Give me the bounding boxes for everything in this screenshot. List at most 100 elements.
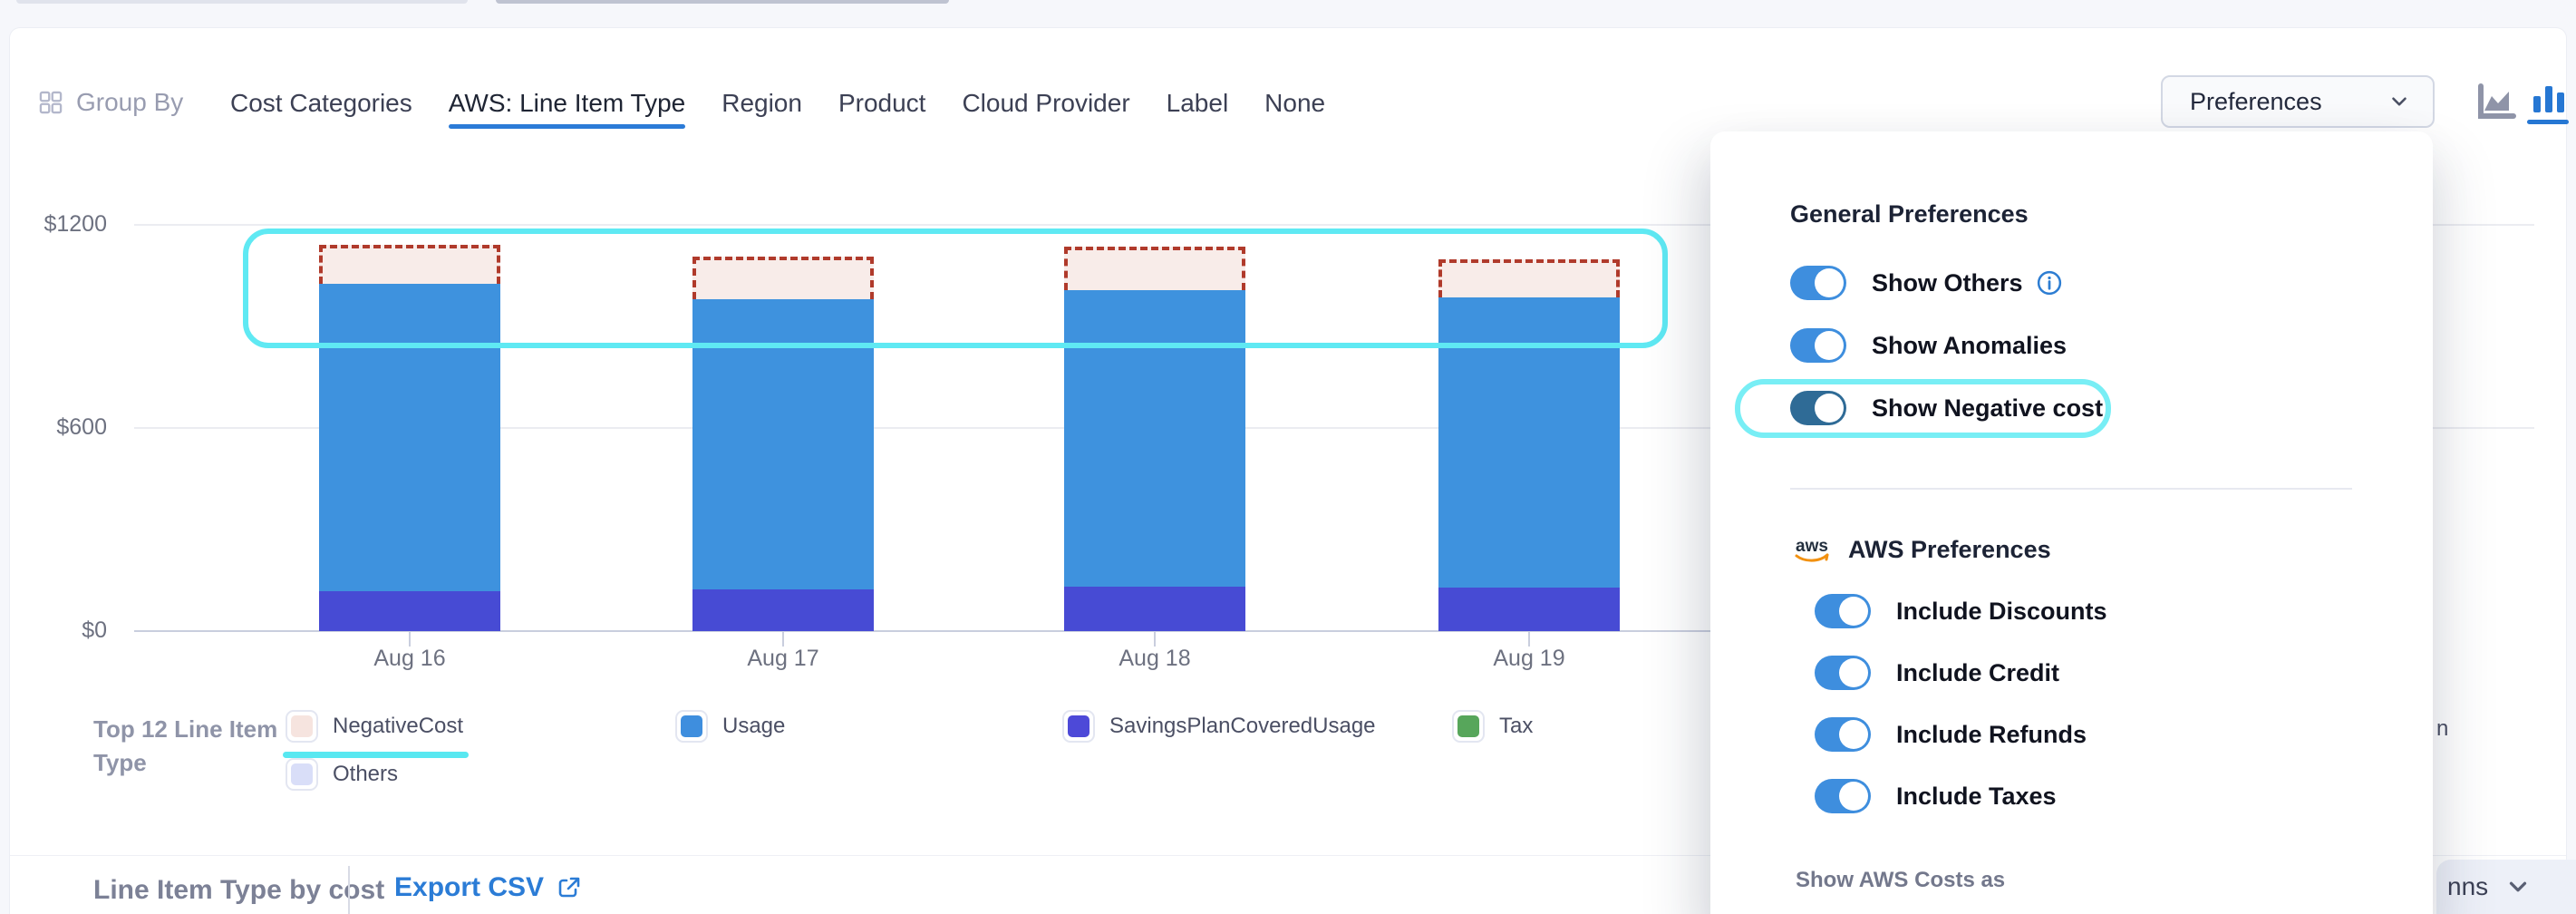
bar-chart-icon — [2533, 86, 2564, 112]
x-axis-tick — [1528, 632, 1530, 647]
legend-swatch-negativecost — [286, 710, 318, 743]
tab-label[interactable]: Label — [1166, 89, 1229, 117]
toggle-knob — [1839, 658, 1868, 687]
area-chart-type-button[interactable] — [2476, 83, 2516, 126]
bar-segment-savingsplancoveredusage[interactable] — [319, 590, 500, 631]
include-discounts-label: Include Discounts — [1896, 597, 2107, 625]
preferences-dropdown-button[interactable]: Preferences — [2161, 75, 2435, 128]
aws-preferences-heading: AWS Preferences — [1848, 535, 2051, 563]
x-axis-label: Aug 18 — [1119, 646, 1191, 671]
x-axis-line — [134, 630, 1867, 632]
columns-dropdown-partially-hidden[interactable]: nns — [2436, 860, 2576, 914]
bar-segment-negativecost[interactable] — [692, 257, 874, 300]
show-others-toggle[interactable] — [1790, 266, 1846, 300]
legend-label-usage: Usage — [722, 714, 786, 738]
legend-item-tax[interactable]: Tax — [1452, 706, 1533, 746]
bar-chart-type-button[interactable] — [2529, 82, 2569, 124]
include-refunds-toggle[interactable] — [1815, 717, 1871, 752]
x-axis-label: Aug 19 — [1493, 646, 1565, 671]
include-discounts-toggle[interactable] — [1815, 594, 1871, 628]
legend-swatch-usage — [675, 710, 708, 743]
include-refunds-row: Include Refunds — [1815, 717, 2433, 752]
gridline-600 — [134, 427, 2534, 429]
bar-segment-negativecost[interactable] — [319, 245, 500, 284]
top-edge-strip-right — [496, 0, 949, 4]
include-taxes-label: Include Taxes — [1896, 782, 2057, 810]
x-axis-tick — [782, 632, 784, 647]
toggle-knob — [1839, 597, 1868, 626]
legend-item-negativecost[interactable]: NegativeCost — [286, 706, 463, 746]
legend-swatch-others — [286, 758, 318, 791]
footer-vertical-divider — [348, 866, 350, 914]
group-by-label-wrap: Group By — [38, 88, 183, 117]
aws-logo-icon: aws — [1795, 537, 1829, 562]
group-by-tabs: Cost Categories AWS: Line Item Type Regi… — [230, 88, 1326, 129]
tab-region[interactable]: Region — [721, 89, 802, 117]
columns-partial-label: nns — [2447, 872, 2489, 900]
info-icon[interactable] — [2036, 269, 2063, 297]
y-axis-tick-0: $0 — [82, 617, 107, 643]
show-others-label-wrap: Show Others — [1872, 269, 2063, 297]
gridline-1200 — [134, 224, 2534, 226]
y-axis-tick-600: $600 — [56, 414, 107, 440]
bar-segment-savingsplancoveredusage[interactable] — [1064, 587, 1245, 631]
chevron-down-icon — [2392, 97, 2407, 106]
include-credit-toggle[interactable] — [1815, 656, 1871, 690]
show-negative-cost-row: Show Negative cost — [1735, 379, 2433, 438]
group-by-label: Group By — [76, 88, 184, 116]
toggle-knob — [1815, 268, 1844, 297]
show-anomalies-label: Show Anomalies — [1872, 331, 2068, 359]
export-csv-link[interactable]: Export CSV — [394, 872, 582, 903]
preferences-panel: General Preferences Show Others Show Ano… — [1710, 131, 2433, 914]
negativecost-legend-underline — [283, 752, 469, 758]
toggle-knob — [1815, 394, 1844, 423]
bar-chart-active-indicator — [2527, 120, 2569, 124]
legend-label-tax: Tax — [1499, 714, 1534, 738]
external-link-icon — [558, 877, 580, 898]
tab-cost-categories[interactable]: Cost Categories — [230, 89, 412, 117]
toggle-knob — [1839, 782, 1868, 811]
legend-label-negativecost: NegativeCost — [333, 714, 464, 738]
include-credit-label: Include Credit — [1896, 658, 2060, 686]
bar-segment-usage[interactable] — [1064, 290, 1245, 588]
panel-divider — [1790, 488, 2352, 490]
legend-item-usage[interactable]: Usage — [675, 706, 785, 746]
show-aws-costs-as-label: Show AWS Costs as — [1796, 868, 2006, 892]
bar-segment-savingsplancoveredusage[interactable] — [692, 589, 874, 631]
svg-text:aws: aws — [1796, 537, 1828, 556]
bar-segment-savingsplancoveredusage[interactable] — [1438, 587, 1620, 631]
bar-segment-usage[interactable] — [319, 283, 500, 591]
x-axis-tick — [409, 632, 411, 647]
show-anomalies-row: Show Anomalies — [1790, 328, 2433, 363]
show-negative-cost-toggle[interactable] — [1790, 391, 1846, 425]
legend-item-savingsplancoveredusage[interactable]: SavingsPlanCoveredUsage — [1062, 706, 1376, 746]
show-negative-cost-label: Show Negative cost — [1872, 394, 2104, 422]
top-edge-strip-left — [16, 0, 468, 4]
show-others-row: Show Others — [1790, 266, 2433, 300]
x-axis-label: Aug 16 — [373, 646, 446, 671]
aws-toggle-rows: Include Discounts Include Credit Include… — [1815, 594, 2433, 813]
aws-preferences-heading-wrap: aws AWS Preferences — [1790, 533, 2433, 566]
preferences-button-label: Preferences — [2190, 87, 2322, 115]
tab-product[interactable]: Product — [838, 89, 926, 117]
bar-segment-negativecost[interactable] — [1438, 259, 1620, 297]
bar-segment-negativecost[interactable] — [1064, 246, 1245, 291]
table-section-title: Line Item Type by cost — [93, 875, 385, 905]
export-csv-label: Export CSV — [394, 872, 545, 902]
show-anomalies-toggle[interactable] — [1790, 328, 1846, 363]
include-refunds-label: Include Refunds — [1896, 720, 2087, 748]
negative-cost-highlight-box — [243, 228, 1668, 348]
legend-label-savingsplancoveredusage: SavingsPlanCoveredUsage — [1109, 714, 1376, 738]
show-others-label: Show Others — [1872, 268, 2023, 297]
include-credit-row: Include Credit — [1815, 656, 2433, 690]
tab-none[interactable]: None — [1264, 89, 1326, 117]
legend-label-others: Others — [333, 762, 399, 786]
include-taxes-toggle[interactable] — [1815, 779, 1871, 813]
tab-aws-line-item-type[interactable]: AWS: Line Item Type — [448, 89, 686, 129]
legend-item-partially-hidden: n — [2436, 716, 2449, 741]
legend-item-others[interactable]: Others — [286, 754, 398, 794]
tab-cloud-provider[interactable]: Cloud Provider — [962, 89, 1130, 117]
include-discounts-row: Include Discounts — [1815, 594, 2433, 628]
legend-group-label: Top 12 Line Item Type — [93, 715, 278, 776]
